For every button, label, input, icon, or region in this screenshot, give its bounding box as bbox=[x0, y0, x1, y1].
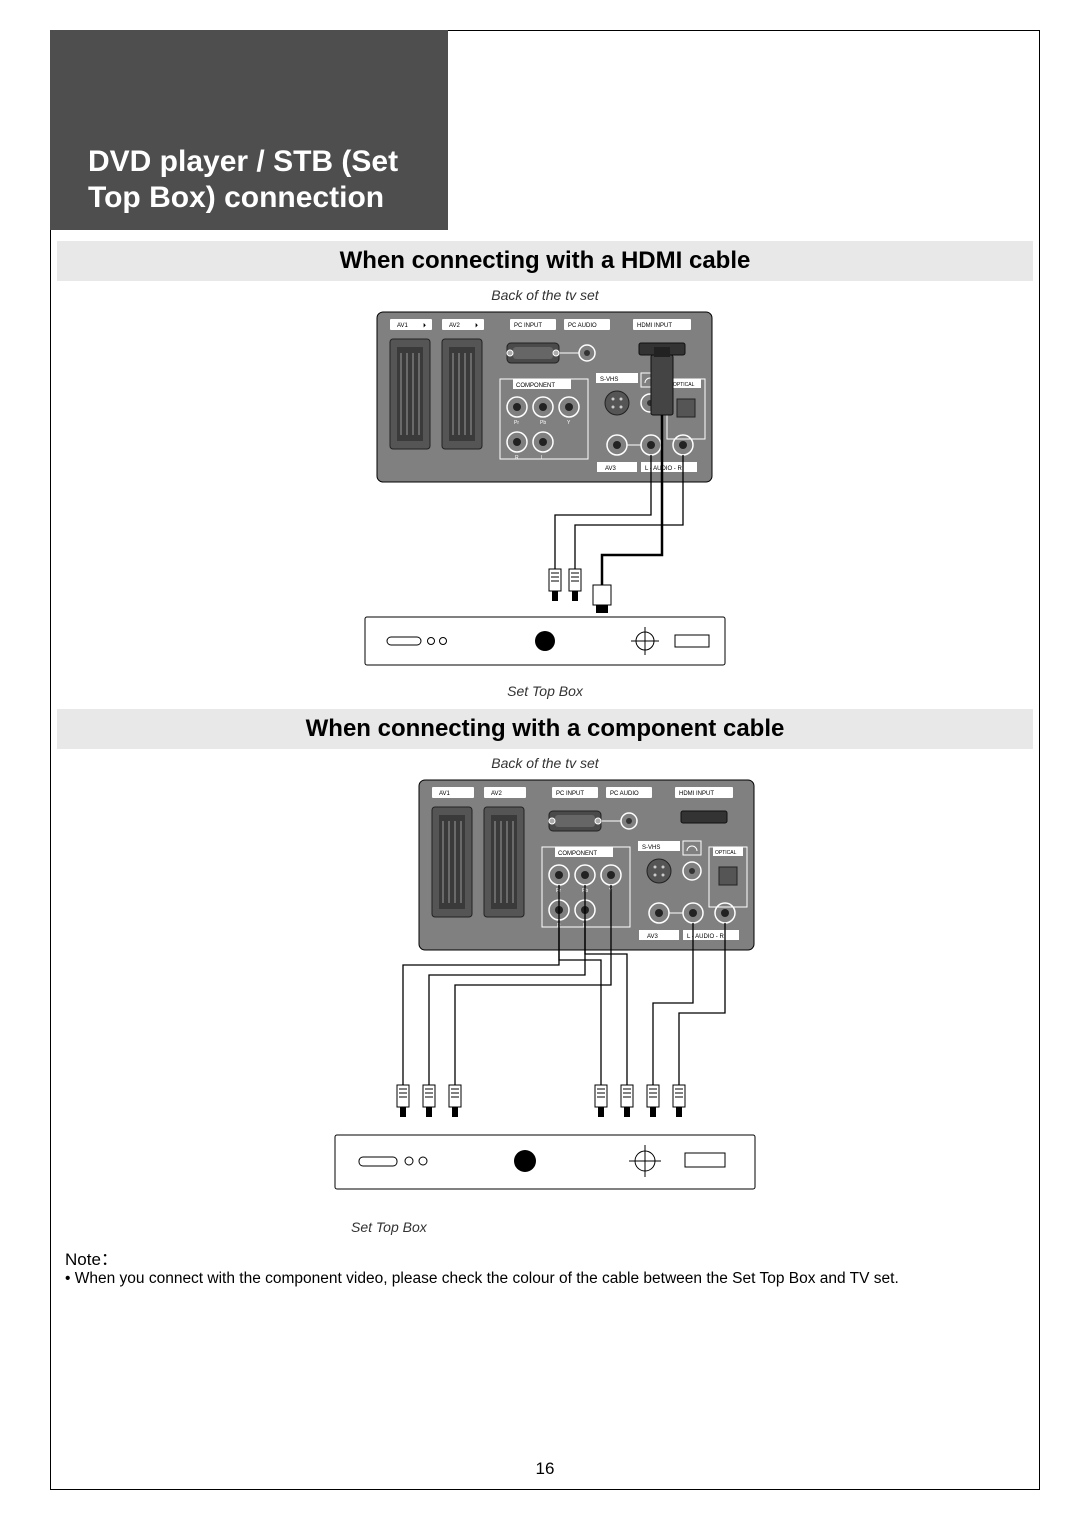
lbl-comp: COMPONENT bbox=[516, 383, 555, 389]
lbl-av3: AV3 bbox=[605, 466, 617, 472]
lbl-av1: AV1 bbox=[397, 323, 409, 329]
svg-text:L: L bbox=[541, 455, 544, 461]
lbl-pcin: PC INPUT bbox=[514, 323, 542, 329]
svg-text:PC AUDIO: PC AUDIO bbox=[610, 791, 639, 797]
diagram-component: AV1 AV2 PC INPUT PC AUDIO HDMI INPUT bbox=[295, 775, 795, 1215]
lbl-av2: AV2 bbox=[449, 323, 461, 329]
lbl-pcaud: PC AUDIO bbox=[568, 323, 597, 329]
scart-av1 bbox=[390, 339, 430, 449]
page-number: 16 bbox=[51, 1459, 1039, 1479]
rca-plugs-component bbox=[397, 1085, 461, 1117]
lbl-hdmi: HDMI INPUT bbox=[637, 323, 672, 329]
section1-heading: When connecting with a HDMI cable bbox=[57, 241, 1033, 281]
section2-caption-bottom: Set Top Box bbox=[351, 1219, 1039, 1235]
svg-text:⏵: ⏵ bbox=[423, 322, 426, 329]
svg-text:AV3: AV3 bbox=[647, 934, 659, 940]
note-block: Note： • When you connect with the compon… bbox=[65, 1245, 1025, 1288]
vga-port bbox=[507, 343, 559, 363]
svg-text:PC INPUT: PC INPUT bbox=[556, 791, 584, 797]
section2-heading: When connecting with a component cable bbox=[57, 709, 1033, 749]
page-title-block: DVD player / STB (Set Top Box) connectio… bbox=[50, 30, 448, 230]
note-text: • When you connect with the component vi… bbox=[65, 1270, 1025, 1288]
page-frame: DVD player / STB (Set Top Box) connectio… bbox=[50, 30, 1040, 1490]
page-title: DVD player / STB (Set Top Box) connectio… bbox=[88, 144, 426, 216]
svg-text:S-VHS: S-VHS bbox=[642, 845, 660, 851]
svg-text:AV2: AV2 bbox=[491, 791, 503, 797]
stb-box-2 bbox=[335, 1135, 755, 1189]
scart-av2 bbox=[442, 339, 482, 449]
page-content: When connecting with a HDMI cable Back o… bbox=[51, 241, 1039, 1288]
rca-plugs-1 bbox=[549, 569, 581, 601]
svg-text:COMPONENT: COMPONENT bbox=[558, 851, 597, 857]
svg-text:Pr: Pr bbox=[514, 420, 519, 426]
svhs-port bbox=[605, 391, 629, 415]
section2-caption-top: Back of the tv set bbox=[51, 755, 1039, 771]
rca-plugs-audio bbox=[595, 1085, 685, 1117]
section1-caption-bottom: Set Top Box bbox=[51, 683, 1039, 699]
svg-text:⏵: ⏵ bbox=[475, 322, 478, 329]
svg-text:Pb: Pb bbox=[540, 420, 546, 426]
svg-text:HDMI INPUT: HDMI INPUT bbox=[679, 791, 714, 797]
diagram-hdmi: AV1 ⏵ AV2 ⏵ PC INPUT PC AUDIO HDMI INPUT bbox=[335, 307, 755, 677]
lbl-optical: OPTICAL bbox=[673, 382, 695, 388]
lbl-svhs: S-VHS bbox=[600, 377, 618, 383]
svg-text:R: R bbox=[515, 455, 519, 461]
note-title: Note： bbox=[65, 1245, 1025, 1270]
section1-caption-top: Back of the tv set bbox=[51, 287, 1039, 303]
svg-text:AV1: AV1 bbox=[439, 791, 451, 797]
svg-text:OPTICAL: OPTICAL bbox=[715, 850, 737, 856]
